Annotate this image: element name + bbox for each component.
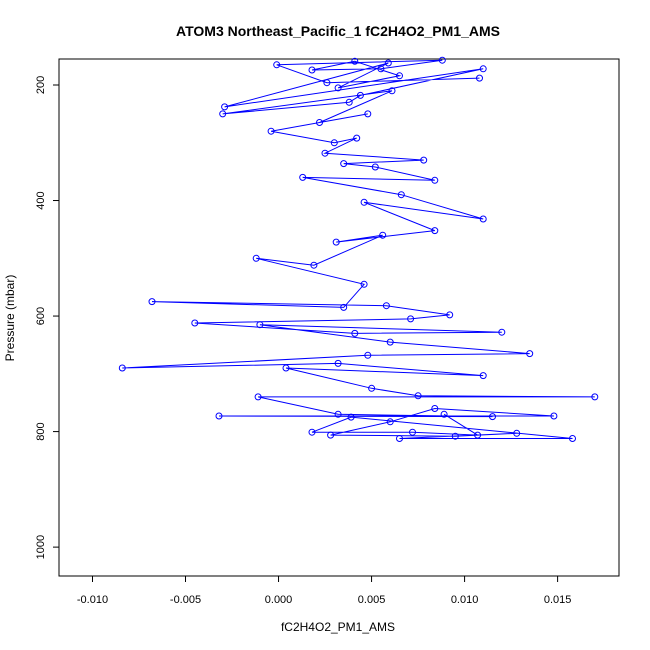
data-point [215, 412, 223, 420]
data-point [479, 215, 487, 223]
data-point [431, 176, 439, 184]
data-point [316, 119, 323, 126]
data-point [451, 432, 459, 440]
data-point [282, 364, 290, 372]
data-point [550, 412, 558, 420]
data-point [438, 56, 446, 64]
data-point [440, 410, 448, 418]
data-point [384, 59, 392, 67]
x-tick-label: 0.015 [544, 594, 572, 606]
plot-frame [58, 58, 620, 577]
data-point [351, 57, 359, 65]
y-tick-label: 400 [35, 191, 47, 209]
data-point [351, 329, 359, 337]
data-point [327, 431, 335, 439]
data-point [356, 91, 364, 99]
data-point [118, 364, 126, 372]
data-point [364, 110, 372, 118]
series-layer [118, 56, 599, 442]
data-point [386, 418, 394, 426]
data-point [347, 413, 355, 421]
data-point [148, 298, 156, 306]
data-point [407, 315, 415, 323]
data-point [489, 413, 496, 421]
x-tick-label: 0.010 [451, 594, 479, 606]
data-point [340, 160, 348, 168]
data-point [321, 149, 329, 157]
data-point [420, 156, 428, 164]
x-tick-label: -0.010 [77, 594, 108, 606]
data-point [310, 261, 318, 269]
data-point [388, 87, 396, 95]
data-point [254, 393, 262, 401]
data-point [379, 231, 387, 239]
data-point [476, 74, 483, 82]
data-point [256, 321, 264, 329]
data-point [364, 351, 372, 359]
data-point [345, 98, 353, 106]
data-point [446, 311, 454, 319]
data-point [334, 84, 342, 92]
data-point [340, 303, 348, 311]
data-point [299, 173, 307, 181]
y-tick-label: 600 [35, 307, 47, 325]
data-point [479, 65, 487, 73]
data-point [396, 435, 403, 442]
data-point [386, 338, 394, 346]
data-point [308, 428, 316, 436]
data-point [267, 127, 275, 135]
x-tick-label: 0.005 [358, 594, 386, 606]
x-axis: -0.010 -0.005 0.000 0.005 0.010 0.015 [77, 575, 572, 606]
data-point [360, 198, 368, 206]
data-point [498, 328, 506, 336]
data-point [377, 65, 385, 73]
data-point [334, 410, 342, 418]
data-point [479, 372, 487, 380]
data-point [191, 319, 199, 327]
data-point [308, 66, 316, 74]
data-point [409, 428, 416, 436]
y-tick-label: 800 [35, 422, 47, 440]
data-point [431, 227, 439, 235]
data-point [414, 392, 422, 400]
y-axis-label: Pressure (mbar) [3, 275, 17, 362]
data-point [221, 103, 229, 111]
y-tick-label: 1000 [35, 535, 47, 559]
data-point [273, 61, 281, 69]
data-point [334, 359, 342, 367]
y-axis: 200 400 600 800 1000 [35, 76, 60, 559]
data-point [368, 384, 376, 392]
data-point [431, 405, 439, 412]
series-line [122, 59, 595, 439]
data-point [591, 393, 599, 401]
data-point [474, 431, 482, 439]
x-tick-label: 0.000 [265, 594, 293, 606]
data-point [396, 72, 403, 80]
data-point [513, 429, 521, 437]
data-point [371, 163, 379, 171]
data-point [360, 280, 368, 288]
data-point [397, 191, 405, 199]
data-point [330, 139, 338, 147]
data-point [323, 79, 331, 87]
x-axis-label: fC2H4O2_PM1_AMS [281, 620, 395, 634]
data-point [382, 302, 390, 310]
y-tick-label: 200 [35, 76, 47, 94]
data-point [219, 110, 227, 118]
data-point [569, 435, 576, 442]
data-point [526, 350, 534, 358]
data-point [252, 254, 260, 262]
data-point [332, 238, 340, 246]
chart-title: ATOM3 Northeast_Pacific_1 fC2H4O2_PM1_AM… [176, 23, 500, 39]
data-point [353, 134, 361, 142]
x-tick-label: -0.005 [170, 594, 201, 606]
